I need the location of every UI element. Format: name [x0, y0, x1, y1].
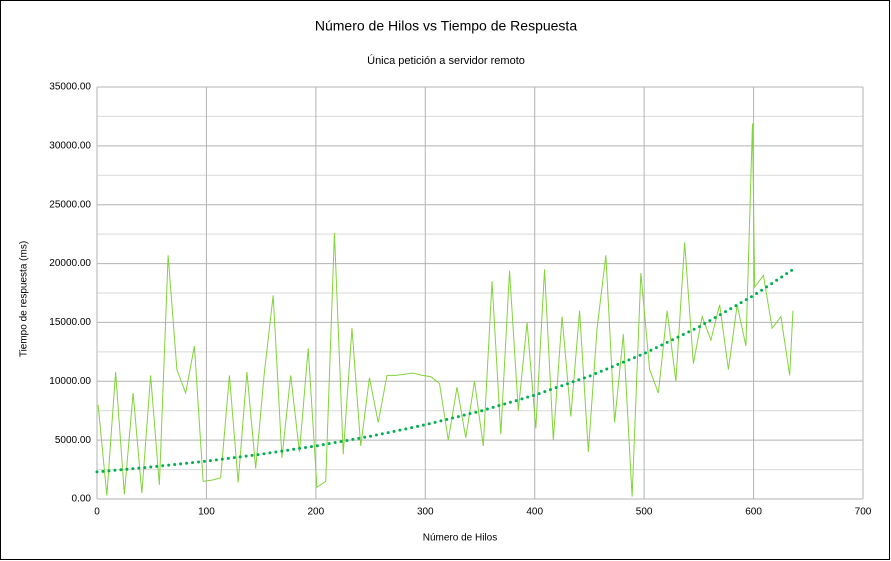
data-line: [97, 123, 794, 497]
y-tick-label: 35000.00: [49, 82, 91, 93]
y-tick-label: 15000.00: [49, 317, 91, 328]
x-tick-label: 0: [94, 507, 100, 518]
x-axis-label: Número de Hilos: [423, 533, 497, 544]
y-tick-label: 10000.00: [49, 376, 91, 387]
x-tick-label: 200: [308, 507, 325, 518]
x-tick-label: 700: [855, 507, 872, 518]
trend-line: [95, 267, 795, 474]
chart-subtitle: Única petición a servidor remoto: [367, 54, 525, 67]
x-tick-label: 400: [526, 507, 543, 518]
x-tick-label: 600: [745, 507, 762, 518]
x-tick-label: 300: [417, 507, 434, 518]
y-tick-label: 20000.00: [49, 258, 91, 269]
y-axis-label: Tiempo de respuesta (ms): [19, 241, 30, 357]
y-tick-label: 0.00: [72, 494, 92, 505]
chart-title: Número de Hilos vs Tiempo de Respuesta: [315, 18, 577, 34]
x-tick-label: 100: [198, 507, 215, 518]
x-tick-label: 500: [636, 507, 653, 518]
y-tick-label: 30000.00: [49, 140, 91, 151]
y-tick-label: 5000.00: [55, 435, 92, 446]
y-tick-label: 25000.00: [49, 199, 91, 210]
